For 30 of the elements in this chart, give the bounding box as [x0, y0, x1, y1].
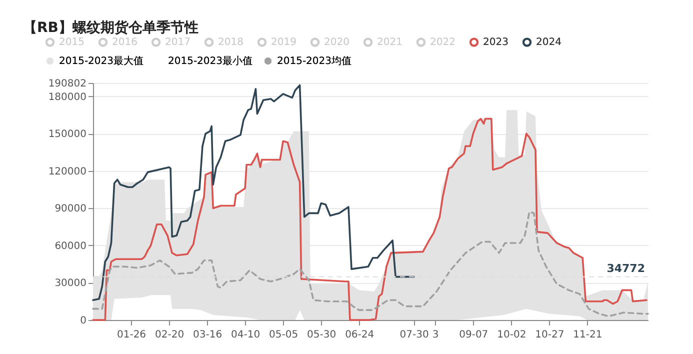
- x-tick-label: 10-02: [497, 330, 526, 340]
- x-tick-label: 02-20: [154, 330, 184, 340]
- x-tick-label: 03-16: [193, 330, 222, 340]
- y-tick-label: 150000: [48, 129, 86, 140]
- y-tick-label: 120000: [48, 166, 86, 178]
- x-tick-label: 05-05: [269, 330, 298, 340]
- legend-label: 2015-2023均值: [277, 55, 352, 67]
- legend-label: 2024: [536, 37, 562, 48]
- x-tick-label: 04-10: [231, 330, 260, 340]
- x-tick-label: 05-30: [307, 330, 336, 340]
- legend-label: 2015-2023最大值: [59, 55, 144, 67]
- x-tick-label: 11-21: [573, 330, 602, 340]
- y-tick-label: 90000: [54, 204, 86, 215]
- x-tick-label: 01-26: [116, 330, 146, 340]
- y-tick-label: 30000: [54, 278, 86, 290]
- ref-line-label: 34772: [606, 262, 645, 275]
- x-tick-label: 10-27: [535, 330, 564, 340]
- y-tick-label: 190802: [48, 78, 86, 90]
- legend-label: 2015-2023最小值: [168, 55, 253, 67]
- y-tick-label: 180000: [48, 92, 86, 103]
- x-tick-label: 06-24: [345, 330, 374, 340]
- y-tick-label: 60000: [54, 240, 86, 252]
- legend-label: 2023: [483, 37, 508, 48]
- line-series: [92, 84, 415, 302]
- x-tick-label: 09-07: [459, 330, 488, 340]
- line-series: [92, 211, 649, 318]
- y-tick-label: 0: [80, 316, 86, 326]
- x-tick-label: 3: [432, 330, 439, 340]
- x-tick-label: 07-30: [400, 330, 429, 340]
- chart-title: 【RB】螺纹期货仓单季节性: [23, 19, 198, 36]
